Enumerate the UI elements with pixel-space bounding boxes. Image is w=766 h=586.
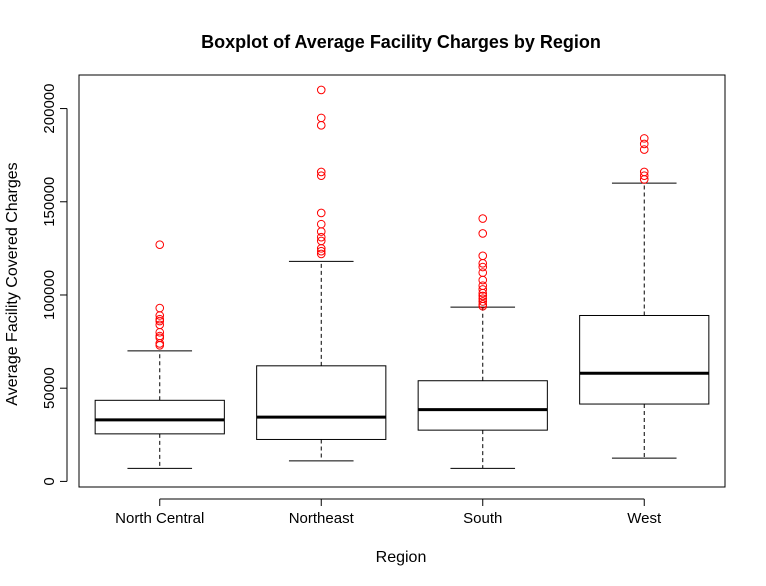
outlier-point — [478, 285, 488, 294]
outlier-point — [316, 219, 326, 229]
x-tick-label: Northeast — [289, 510, 355, 527]
y-tick-label: 50000 — [41, 367, 58, 409]
outlier-point — [478, 291, 488, 301]
outlier-point — [316, 113, 326, 123]
outlier-point — [155, 331, 165, 341]
plot-frame — [78, 74, 726, 488]
outlier-point — [478, 297, 488, 306]
outlier-point — [478, 275, 488, 285]
outlier-point — [155, 320, 165, 330]
outlier-point — [155, 303, 165, 313]
box-northeast — [256, 85, 387, 462]
outlier-point — [478, 300, 488, 309]
y-tick-label: 0 — [41, 477, 58, 485]
x-tick-label: North Central — [115, 510, 204, 527]
outlier-point — [639, 139, 649, 149]
outlier-point — [639, 171, 649, 180]
outlier-point — [316, 121, 326, 130]
outlier-point — [478, 251, 488, 261]
x-tick-label: South — [463, 510, 502, 527]
outlier-point — [478, 214, 488, 223]
outlier-point — [316, 171, 326, 180]
chart-title: Boxplot of Average Facility Charges by R… — [201, 32, 601, 52]
box-iqr — [417, 380, 548, 431]
outlier-point — [316, 227, 326, 236]
box-iqr — [256, 365, 387, 440]
box-west — [579, 134, 710, 459]
outlier-point — [316, 167, 326, 177]
outlier-point — [478, 229, 488, 238]
y-tick-label: 100000 — [41, 270, 58, 320]
y-axis: 0 50000 100000 150000 200000 — [41, 84, 68, 486]
outlier-point — [478, 281, 488, 290]
outlier-point — [478, 262, 488, 272]
box-iqr — [579, 314, 710, 405]
outlier-point — [478, 268, 488, 277]
outlier-point — [316, 232, 326, 242]
x-axis: North Central Northeast South West — [115, 498, 662, 527]
outlier-point — [478, 294, 488, 304]
box-iqr — [94, 399, 225, 435]
y-axis-label: Average Facility Covered Charges — [4, 162, 21, 405]
y-tick-label: 200000 — [41, 84, 58, 134]
x-tick-label: West — [627, 510, 662, 527]
boxes-layer — [94, 85, 710, 469]
outlier-point — [316, 85, 326, 95]
outlier-point — [155, 314, 165, 324]
outlier-point — [639, 134, 649, 143]
outlier-point — [639, 167, 649, 177]
outlier-point — [316, 246, 326, 256]
outlier-point — [155, 240, 165, 249]
x-axis-label: Region — [376, 549, 427, 566]
outlier-point — [316, 249, 326, 259]
outlier-point — [639, 145, 649, 154]
box-south — [417, 214, 548, 469]
box-north-central — [94, 240, 225, 469]
outlier-point — [316, 208, 326, 218]
outlier-point — [155, 341, 165, 350]
y-tick-label: 150000 — [41, 177, 58, 227]
outlier-point — [316, 236, 326, 246]
